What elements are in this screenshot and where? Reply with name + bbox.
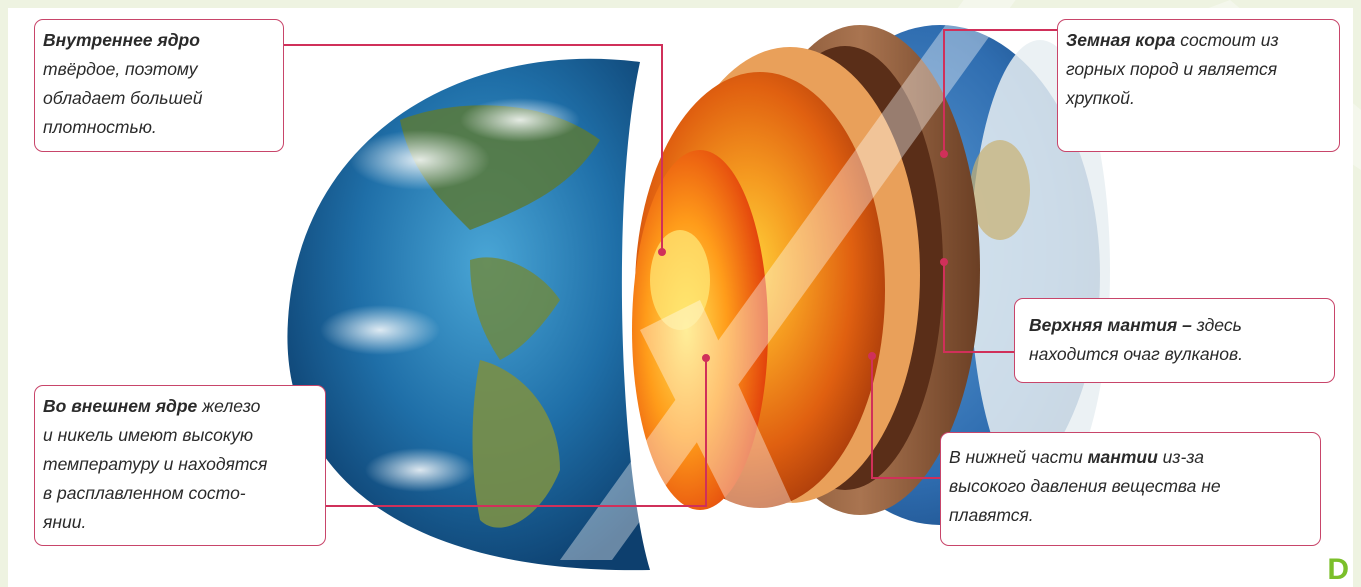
core-layer bbox=[632, 150, 768, 510]
callout-outer-core-line: и никель имеют высокую bbox=[43, 425, 254, 445]
leader-line-inner-core bbox=[284, 44, 663, 250]
callout-upper-mantle-line: находится очаг вулканов. bbox=[1029, 344, 1243, 364]
callout-inner-core-term: Внутреннее ядро bbox=[43, 30, 200, 50]
leader-line-lower-mantle bbox=[871, 358, 940, 479]
callout-outer-core-line: янии. bbox=[43, 512, 87, 532]
callout-crust: Земная кора состоит из горных пород и яв… bbox=[1057, 19, 1340, 152]
callout-outer-core-term: Во внешнем ядре bbox=[43, 396, 198, 416]
leader-line-crust bbox=[943, 29, 1057, 152]
callout-outer-core-text: железо bbox=[197, 396, 261, 416]
callout-outer-core-line: в расплавленном состо- bbox=[43, 483, 246, 503]
callout-lower-mantle-text: из-за bbox=[1157, 447, 1205, 467]
leader-line-upper-mantle bbox=[943, 264, 1014, 353]
leader-dot-inner-core bbox=[658, 248, 666, 256]
page-frame-right bbox=[1353, 0, 1361, 587]
callout-crust-term: Земная кора bbox=[1066, 30, 1176, 50]
callout-upper-mantle-term: Верхняя мантия – bbox=[1029, 315, 1192, 335]
callout-outer-core-line: температуру и находятся bbox=[43, 454, 268, 474]
leader-dot-outer-core bbox=[702, 354, 710, 362]
leader-dot-upper-mantle bbox=[940, 258, 948, 266]
leader-dot-crust bbox=[940, 150, 948, 158]
page-frame-left bbox=[0, 0, 8, 587]
callout-upper-mantle-text: здесь bbox=[1191, 315, 1242, 335]
callout-lower-mantle: В нижней части мантии из-за высокого дав… bbox=[940, 432, 1321, 546]
callout-lower-mantle-line: плавятся. bbox=[949, 505, 1034, 525]
callout-lower-mantle-term: мантии bbox=[1087, 447, 1158, 467]
earth-hemisphere bbox=[287, 58, 650, 571]
callout-lower-mantle-lead: В нижней части bbox=[949, 447, 1088, 467]
callout-inner-core-line: твёрдое, поэтому bbox=[43, 59, 198, 79]
page-frame-top bbox=[0, 0, 1361, 8]
callout-crust-line: горных пород и является bbox=[1066, 59, 1278, 79]
callout-upper-mantle: Верхняя мантия – здесь находится очаг ву… bbox=[1014, 298, 1335, 383]
callout-outer-core: Во внешнем ядре железо и никель имеют вы… bbox=[34, 385, 326, 546]
callout-inner-core: Внутреннее ядро твёрдое, поэтому обладае… bbox=[34, 19, 284, 152]
callout-crust-line: хрупкой. bbox=[1066, 88, 1135, 108]
callout-crust-text: состоит из bbox=[1175, 30, 1279, 50]
page-corner-letter: D bbox=[1327, 553, 1349, 586]
callout-inner-core-line: обладает большей bbox=[43, 88, 203, 108]
callout-inner-core-line: плотностью. bbox=[43, 117, 157, 137]
leader-dot-lower-mantle bbox=[868, 352, 876, 360]
callout-lower-mantle-line: высокого давления вещества не bbox=[949, 476, 1221, 496]
leader-lines bbox=[284, 29, 1057, 507]
leader-line-outer-core bbox=[326, 360, 707, 507]
